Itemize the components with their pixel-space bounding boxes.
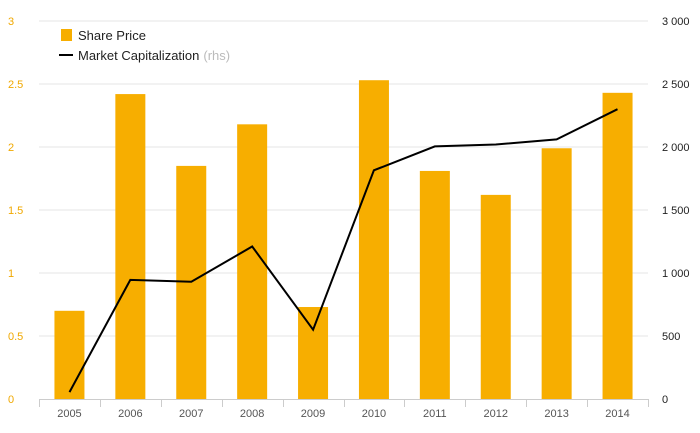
x-axis-tick-label: 2006 bbox=[118, 408, 142, 420]
legend-line-label: Market Capitalization (rhs) bbox=[78, 48, 230, 63]
left-axis-tick-label: 0 bbox=[8, 394, 14, 406]
share-price-bars bbox=[54, 80, 633, 399]
left-axis-tick-label: 2 bbox=[8, 142, 14, 154]
left-axis-tick-label: 1.5 bbox=[8, 205, 23, 217]
right-axis-tick-label: 1 000 bbox=[662, 268, 690, 280]
right-axis-tick-label: 0 bbox=[662, 394, 668, 406]
share-price-bar bbox=[480, 194, 511, 399]
share-price-bar bbox=[541, 148, 572, 399]
legend-bar-swatch bbox=[61, 29, 72, 41]
x-axis-tick-label: 2008 bbox=[240, 408, 264, 420]
share-price-bar bbox=[54, 310, 85, 399]
left-axis-tick-label: 2.5 bbox=[8, 79, 23, 91]
x-axis-tick-label: 2009 bbox=[301, 408, 325, 420]
x-axis-tick-label: 2005 bbox=[57, 408, 81, 420]
right-axis-tick-label: 500 bbox=[662, 331, 680, 343]
left-axis-tick-label: 1 bbox=[8, 268, 14, 280]
market-cap-line bbox=[68, 108, 618, 393]
legend-bar-label: Share Price bbox=[78, 28, 146, 43]
x-axis-tick-label: 2014 bbox=[605, 408, 629, 420]
share-price-bar bbox=[419, 170, 450, 399]
right-axis-tick-label: 2 000 bbox=[662, 142, 690, 154]
x-axis-tick-label: 2011 bbox=[423, 408, 447, 420]
x-axis-tick-label: 2012 bbox=[484, 408, 508, 420]
x-axis-tick-label: 2010 bbox=[362, 408, 386, 420]
share-price-bar bbox=[358, 80, 389, 399]
right-axis-tick-label: 2 500 bbox=[662, 79, 690, 91]
share-price-bar bbox=[298, 307, 329, 399]
legend: Share Price Market Capitalization (rhs) bbox=[59, 28, 230, 63]
market-cap-line-series bbox=[68, 108, 618, 393]
left-axis-tick-label: 3 bbox=[8, 16, 14, 28]
x-axis-tick-label: 2013 bbox=[544, 408, 568, 420]
share-price-bar bbox=[602, 92, 633, 399]
right-axis-tick-label: 3 000 bbox=[662, 16, 690, 28]
axes: 0 0.5 1 1.5 2 2.5 3 0 500 1 000 1 500 2 000 2 500 3 0… bbox=[8, 16, 690, 420]
left-axis-tick-label: 0.5 bbox=[8, 331, 23, 343]
legend-line-suffix: (rhs) bbox=[203, 48, 230, 63]
share-price-bar bbox=[115, 94, 146, 399]
legend-line-name: Market Capitalization bbox=[78, 48, 199, 63]
x-axis-tick-label: 2007 bbox=[179, 408, 203, 420]
right-axis-tick-label: 1 500 bbox=[662, 205, 690, 217]
